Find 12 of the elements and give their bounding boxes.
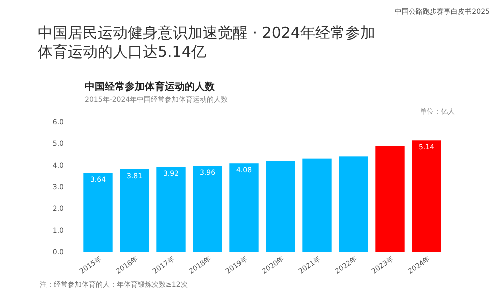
bar — [266, 161, 296, 252]
bar — [376, 146, 405, 252]
bar — [412, 140, 442, 252]
chart-title: 中国居民运动健身意识加速觉醒 · 2024年经常参加体育运动的人口达5.14亿 — [38, 24, 376, 61]
bar — [302, 158, 332, 252]
bar — [156, 167, 186, 252]
chart-subtitle: 中国经常参加体育运动的人数 — [85, 81, 216, 93]
bar — [230, 164, 259, 252]
bar — [193, 166, 222, 252]
bar — [120, 169, 150, 252]
bar — [84, 173, 113, 252]
bar — [339, 156, 368, 252]
